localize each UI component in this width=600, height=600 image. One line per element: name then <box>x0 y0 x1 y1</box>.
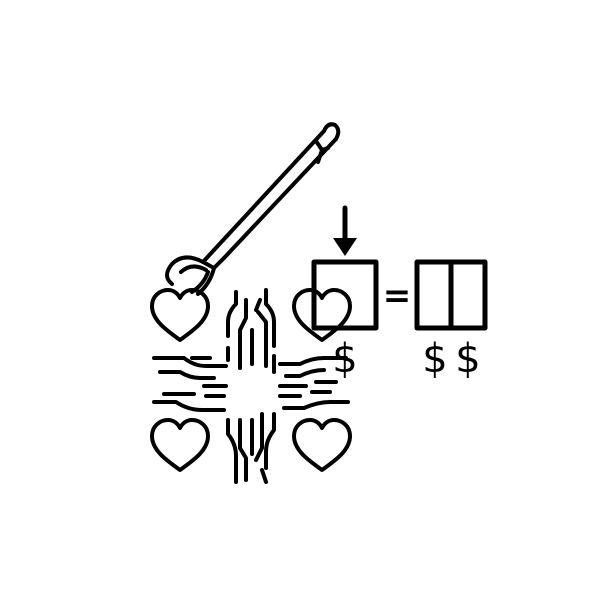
heart-icon <box>292 288 352 342</box>
heart-icon <box>292 418 352 472</box>
heart-icon <box>150 288 210 342</box>
dollar-sign-right: $ <box>455 336 480 382</box>
cross-fingerprint-icon <box>152 288 350 484</box>
dollar-sign-left: $ <box>422 336 447 382</box>
single-box-icon <box>311 259 379 331</box>
equals-sign: = <box>383 276 412 316</box>
down-arrow-icon <box>333 205 357 256</box>
dollar-sign-single: $ <box>332 336 357 382</box>
heart-icon <box>150 418 210 472</box>
double-box-icon <box>414 259 488 331</box>
